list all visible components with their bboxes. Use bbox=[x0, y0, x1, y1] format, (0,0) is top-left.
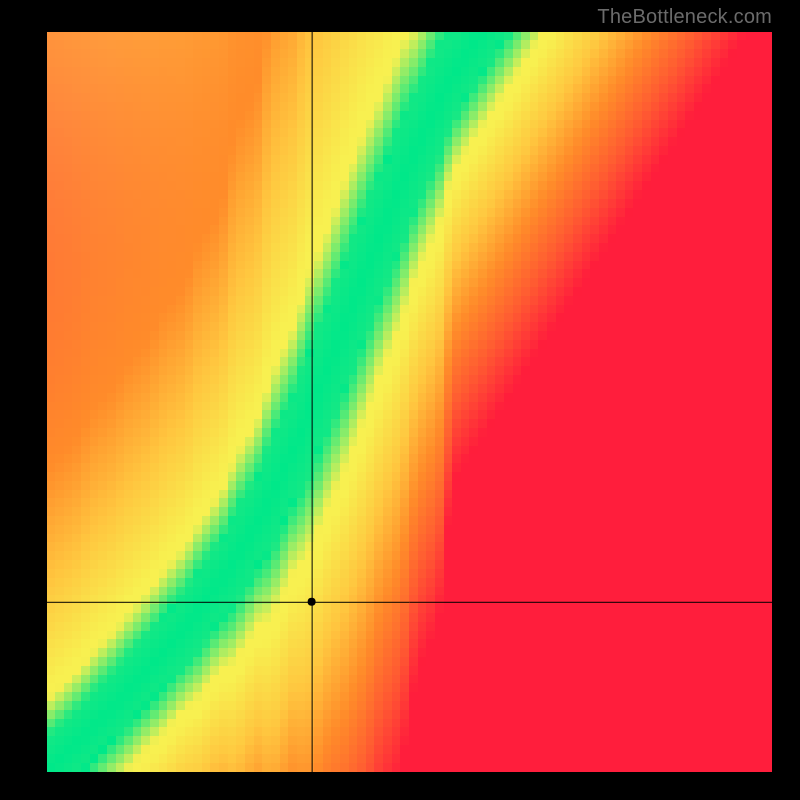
bottleneck-heatmap bbox=[47, 32, 772, 772]
chart-container: TheBottleneck.com bbox=[0, 0, 800, 800]
watermark-text: TheBottleneck.com bbox=[597, 6, 772, 29]
